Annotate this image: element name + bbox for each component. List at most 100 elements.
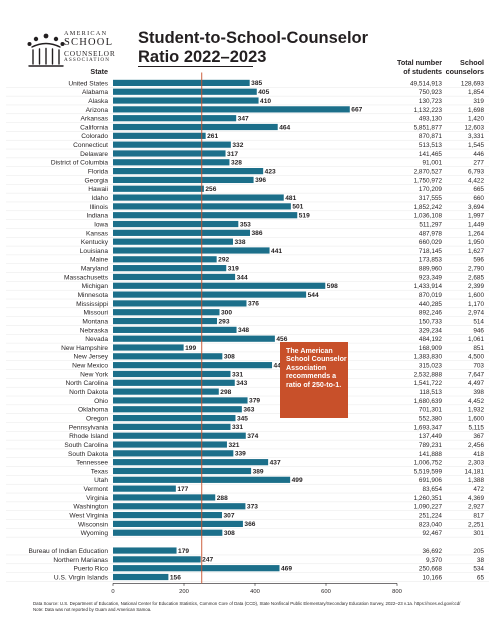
data-label-oklahoma: 363: [243, 407, 254, 414]
bar-missouri: [113, 309, 220, 316]
counselors-cell-louisiana: 1,627: [468, 248, 484, 255]
bar-south-carolina: [113, 441, 227, 448]
counselors-cell-district-of-columbia: 277: [473, 160, 484, 167]
students-cell-florida: 2,870,527: [414, 169, 443, 176]
counselors-cell-georgia: 4,422: [468, 177, 484, 184]
bar-kentucky: [113, 238, 233, 245]
category-label-idaho: Idaho: [91, 195, 108, 202]
data-label-washington: 373: [247, 504, 258, 511]
students-cell-massachusetts: 923,349: [419, 274, 443, 281]
students-cell-pennsylvania: 1,693,347: [414, 424, 443, 431]
students-cell-mississippi: 440,285: [419, 301, 443, 308]
data-label-wyoming: 308: [224, 530, 235, 537]
counselors-cell-north-carolina: 4,497: [468, 380, 484, 387]
category-label-nebraska: Nebraska: [80, 327, 109, 334]
counselors-cell-west-virginia: 817: [473, 512, 484, 519]
data-label-missouri: 300: [221, 310, 232, 317]
counselors-cell-wisconsin: 2,251: [468, 521, 484, 528]
category-label-nevada: Nevada: [85, 336, 108, 343]
category-label-colorado: Colorado: [81, 133, 108, 140]
students-cell-rhode-island: 137,449: [419, 433, 443, 440]
category-label-michigan: Michigan: [82, 283, 109, 290]
counselors-cell-massachusetts: 2,685: [468, 274, 484, 281]
students-cell-north-dakota: 118,513: [419, 389, 442, 396]
bar-bureau-of-indian-education: [113, 547, 177, 554]
students-cell-montana: 150,733: [419, 318, 443, 325]
data-label-georgia: 396: [255, 177, 266, 184]
data-label-colorado: 261: [207, 133, 218, 140]
counselors-cell-north-dakota: 398: [473, 389, 484, 396]
bar-mississippi: [113, 300, 247, 307]
data-label-iowa: 353: [240, 221, 251, 228]
counselors-cell-minnesota: 1,600: [468, 292, 484, 299]
students-cell-south-carolina: 789,231: [419, 442, 443, 449]
bar-florida: [113, 168, 264, 175]
students-cell-california: 5,851,877: [414, 124, 443, 131]
counselors-cell-delaware: 446: [473, 151, 484, 158]
students-cell-idaho: 317,555: [419, 195, 443, 202]
category-label-kentucky: Kentucky: [81, 239, 109, 246]
students-cell-district-of-columbia: 91,001: [422, 160, 442, 167]
data-label-oregon: 345: [237, 415, 248, 422]
counselors-cell-alabama: 1,854: [468, 89, 484, 96]
data-label-alabama: 405: [258, 89, 269, 96]
data-label-vermont: 177: [177, 486, 188, 493]
counselors-cell-maine: 596: [473, 257, 484, 264]
category-label-new-jersey: New Jersey: [74, 354, 109, 361]
category-label-bureau-of-indian-education: Bureau of Indian Education: [28, 548, 108, 555]
bar-district-of-columbia: [113, 159, 230, 166]
students-cell-arkansas: 493,130: [419, 116, 443, 123]
students-cell-northern-marianas: 9,370: [426, 557, 442, 564]
data-label-louisiana: 441: [271, 248, 282, 255]
category-label-minnesota: Minnesota: [78, 292, 109, 299]
data-label-nevada: 456: [276, 336, 287, 343]
data-label-north-dakota: 298: [220, 389, 231, 396]
counselors-cell-colorado: 3,331: [468, 133, 484, 140]
category-label-delaware: Delaware: [80, 151, 108, 158]
data-label-puerto-rico: 469: [281, 565, 292, 572]
category-label-united-states: United States: [68, 80, 108, 87]
category-label-missouri: Missouri: [83, 310, 108, 317]
category-label-new-mexico: New Mexico: [72, 363, 108, 370]
bar-maine: [113, 256, 217, 263]
bar-chart: United States 385 49,514,913 128,693 Alabama…: [6, 72, 489, 595]
counselors-cell-maryland: 2,790: [468, 266, 484, 273]
students-cell-north-carolina: 1,541,722: [414, 380, 443, 387]
data-label-u-s-virgin-islands: 156: [170, 574, 181, 581]
students-cell-new-jersey: 1,383,830: [414, 354, 443, 361]
students-cell-south-dakota: 141,888: [419, 451, 443, 458]
category-label-georgia: Georgia: [85, 177, 109, 184]
data-label-montana: 293: [219, 318, 230, 325]
data-label-new-mexico: 448: [274, 362, 285, 369]
data-label-maryland: 319: [228, 265, 239, 272]
students-cell-tennessee: 1,006,752: [414, 460, 443, 467]
category-label-florida: Florida: [88, 169, 108, 176]
counselors-cell-idaho: 660: [473, 195, 484, 202]
chart-title: Student-to-School-Counselor Ratio 2022–2…: [138, 29, 368, 67]
bar-alaska: [113, 97, 259, 104]
category-label-montana: Montana: [82, 318, 108, 325]
bar-virginia: [113, 494, 216, 501]
students-cell-michigan: 1,433,914: [414, 283, 443, 290]
bar-washington: [113, 503, 246, 510]
students-cell-washington: 1,090,227: [414, 504, 443, 511]
students-cell-indiana: 1,036,108: [414, 213, 443, 220]
category-label-illinois: Illinois: [90, 204, 109, 211]
category-label-washington: Washington: [73, 504, 108, 511]
logo-line-school: SCHOOL: [64, 37, 114, 49]
students-cell-nebraska: 329,234: [419, 327, 443, 334]
bar-ohio: [113, 397, 248, 404]
bar-nevada: [113, 335, 275, 342]
bar-new-york: [113, 370, 231, 378]
category-label-connecticut: Connecticut: [73, 142, 108, 149]
counselors-cell-california: 12,603: [464, 124, 484, 131]
recommendation-callout: The American School Counselor Associatio…: [280, 342, 348, 418]
bar-south-dakota: [113, 450, 234, 457]
counselors-cell-michigan: 2,399: [468, 283, 484, 290]
counselors-cell-kentucky: 1,950: [468, 239, 484, 246]
counselors-cell-puerto-rico: 534: [473, 566, 484, 573]
category-label-virginia: Virginia: [86, 495, 108, 502]
data-label-massachusetts: 344: [237, 274, 248, 281]
counselors-cell-united-states: 128,693: [461, 80, 485, 87]
